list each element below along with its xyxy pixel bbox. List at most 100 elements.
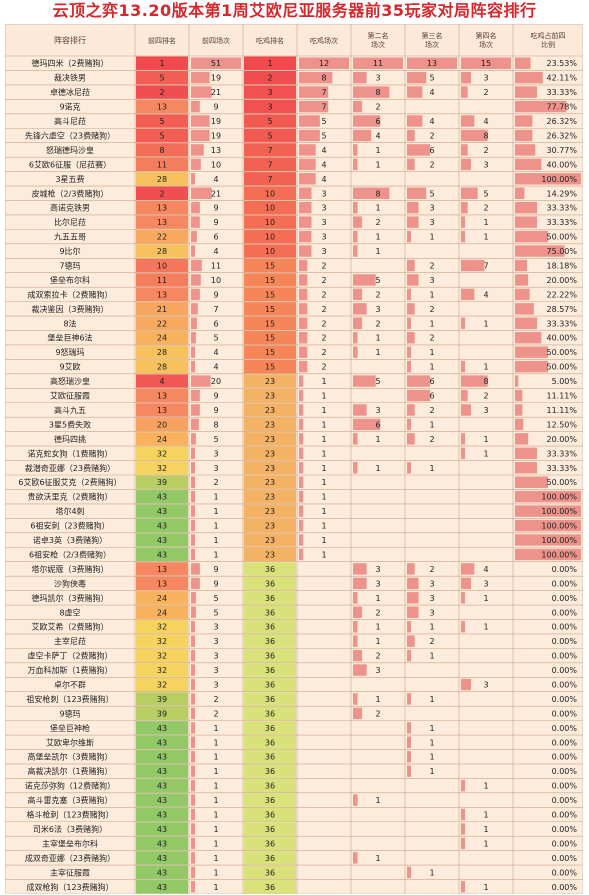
cell-value: 4 — [321, 160, 326, 169]
row-name: 德玛凯尔（3费赌狗） — [31, 593, 108, 603]
value-bar — [299, 418, 304, 431]
cell-value: 0.00% — [552, 565, 578, 574]
percent-bar — [515, 346, 548, 358]
cell-value: 1 — [213, 724, 218, 733]
cell-value: 1 — [321, 449, 326, 458]
cell-value: 2 — [429, 131, 434, 140]
cell-value: 36 — [265, 709, 275, 718]
value-bar — [191, 201, 200, 214]
cell-value: 33.33% — [546, 319, 577, 328]
value-bar — [353, 620, 358, 633]
cell-value: 3 — [321, 218, 326, 227]
value-bar — [299, 548, 304, 561]
win-rank-cell — [244, 807, 296, 822]
percent-bar — [515, 274, 529, 286]
value-bar — [353, 852, 358, 864]
cell-value: 9 — [213, 290, 218, 299]
percent-bar — [515, 71, 543, 84]
win-rank-cell — [244, 663, 296, 677]
win-rank-cell — [244, 880, 296, 894]
win-rank-cell — [244, 172, 296, 186]
win-rank-cell — [244, 374, 296, 388]
value-bar — [191, 86, 212, 98]
cell-value: 1 — [483, 449, 488, 458]
cell-value: 51 — [211, 59, 221, 68]
value-bar — [353, 71, 367, 84]
cell-value: 22.22% — [546, 290, 577, 299]
percent-bar — [515, 144, 536, 156]
cell-value: 2 — [429, 334, 434, 343]
cell-value: 11 — [157, 160, 167, 169]
cell-value: 7 — [213, 305, 218, 314]
cell-value: 10 — [265, 247, 275, 256]
cell-value: 32 — [157, 623, 167, 632]
row-name: 德玛四挑 — [54, 434, 86, 444]
row-name: 怒瑞德玛沙皇 — [46, 145, 94, 155]
row-name: 堡垒布尔科 — [50, 275, 90, 285]
value-bar — [461, 288, 475, 301]
value-bar — [407, 389, 431, 402]
cell-value: 1 — [375, 464, 380, 473]
percent-bar — [515, 86, 537, 98]
value-bar — [407, 57, 457, 69]
cell-value: 0.00% — [552, 623, 578, 632]
rank-cell — [136, 374, 188, 388]
cell-value: 43 — [157, 883, 167, 892]
cell-value: 43 — [157, 753, 167, 762]
win-rank-cell — [244, 114, 296, 128]
cell-value: 40.00% — [546, 334, 577, 343]
cell-value: 2 — [483, 88, 488, 97]
value-bar — [191, 519, 195, 532]
cell-value: 15 — [481, 59, 491, 68]
cell-value: 4 — [429, 88, 434, 97]
row-name: 9艾欧 — [59, 362, 80, 372]
cell-value: 2 — [483, 146, 488, 155]
value-bar — [353, 592, 358, 604]
cell-value: 32 — [157, 464, 167, 473]
cell-value: 33.33% — [546, 449, 577, 458]
cell-value: 1 — [375, 204, 380, 213]
row-name: 比尔尼菈 — [54, 217, 86, 227]
cell-value: 2 — [429, 160, 434, 169]
value-bar — [299, 375, 304, 387]
win-rank-cell — [244, 143, 296, 157]
value-bar — [299, 490, 304, 503]
cell-value: 7 — [483, 262, 488, 271]
cell-value: 23 — [265, 522, 275, 531]
cell-value: 15 — [265, 262, 275, 271]
value-bar — [461, 837, 465, 850]
value-bar — [191, 389, 200, 402]
row-name: 6祖安枪（2/3费赌狗） — [29, 549, 111, 559]
value-bar — [191, 693, 195, 705]
cell-value: 1 — [429, 738, 434, 747]
page-title: 云顶之弈13.20版本第1周艾欧尼亚服务器前35玩家对局阵容排行 — [0, 0, 589, 22]
cell-value: 100.00% — [541, 536, 577, 545]
value-bar — [299, 389, 304, 402]
cell-value: 3 — [375, 305, 380, 314]
rank-cell — [136, 807, 188, 822]
cell-value: 23 — [265, 406, 275, 415]
cell-value: 2 — [429, 406, 434, 415]
win-rank-cell — [244, 99, 296, 114]
value-bar — [407, 866, 411, 879]
win-rank-cell — [244, 504, 296, 518]
value-bar — [299, 201, 312, 214]
value-bar — [461, 823, 465, 835]
cell-value: 36 — [265, 738, 275, 747]
cell-value: 4 — [375, 131, 380, 140]
value-bar — [191, 765, 195, 777]
cell-value: 1 — [429, 464, 434, 473]
percent-bar — [515, 462, 537, 474]
cell-value: 0.00% — [552, 738, 578, 747]
cell-value: 9 — [213, 565, 218, 574]
cell-value: 24 — [157, 435, 167, 444]
cell-value: 100.00% — [541, 522, 577, 531]
value-bar — [407, 765, 411, 777]
value-bar — [407, 693, 411, 705]
percent-bar — [515, 332, 542, 344]
cell-value: 2 — [267, 74, 272, 83]
value-bar — [353, 649, 363, 662]
value-bar — [299, 288, 308, 301]
cell-value: 3 — [483, 406, 488, 415]
cell-value: 0.00% — [552, 681, 578, 690]
